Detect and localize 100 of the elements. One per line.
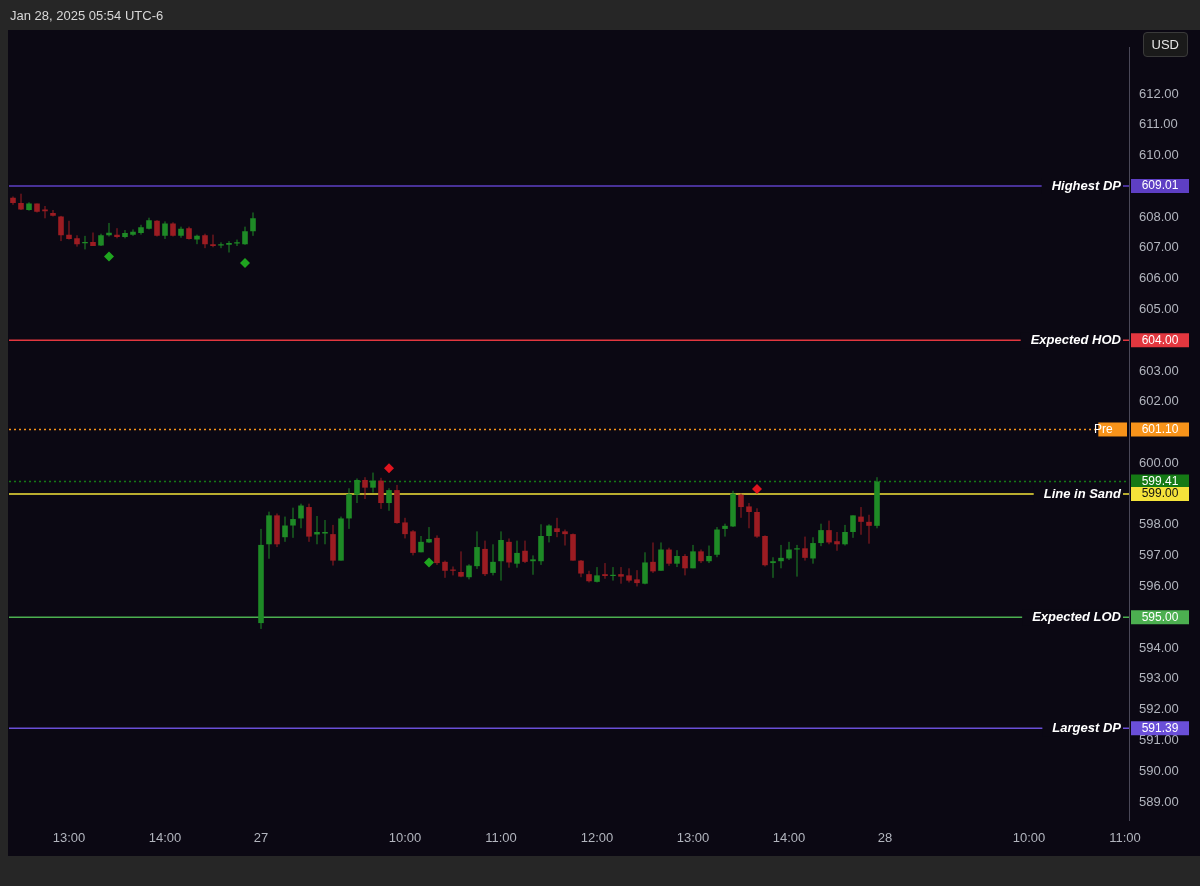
candlestick xyxy=(90,231,96,247)
candlestick xyxy=(650,541,656,574)
point xyxy=(752,483,762,494)
candlestick xyxy=(362,476,368,500)
candlestick xyxy=(802,536,808,562)
candlestick xyxy=(426,526,432,544)
candlestick xyxy=(546,523,552,543)
x-tick-label: 27 xyxy=(253,829,269,845)
y-tick-label: 596.00 xyxy=(1139,578,1179,594)
candlestick xyxy=(826,520,832,545)
y-tick-label: 603.00 xyxy=(1139,362,1179,378)
candlestick xyxy=(530,554,536,576)
y-tick-label: 598.00 xyxy=(1139,516,1179,532)
candlestick xyxy=(250,211,256,237)
candlestick xyxy=(834,531,840,552)
candlestick xyxy=(18,193,24,211)
candlestick xyxy=(210,234,216,248)
candlestick xyxy=(66,220,72,241)
text: USD xyxy=(1142,32,1188,57)
candlestick xyxy=(786,541,792,561)
candlestick xyxy=(506,537,512,569)
candlestick xyxy=(674,549,680,568)
candlestick xyxy=(842,524,848,547)
ref-line-label: Line in Sand xyxy=(1043,485,1123,501)
y-tick-label: 605.00 xyxy=(1139,301,1179,317)
candlestick xyxy=(618,566,624,585)
candlestick xyxy=(642,551,648,585)
candlestick xyxy=(58,215,64,242)
ref-line-label: Largest DP xyxy=(1052,719,1122,735)
y-tick-label: 610.00 xyxy=(1139,147,1179,163)
candlestick xyxy=(402,517,408,539)
candlestick xyxy=(322,519,328,545)
candlestick xyxy=(130,228,136,237)
x-tick-label: 28 xyxy=(877,829,893,845)
point xyxy=(424,557,434,568)
candlestick xyxy=(634,569,640,587)
text: 595.00 xyxy=(1141,609,1179,624)
candlestick xyxy=(594,566,600,583)
x-tick-label: 11:00 xyxy=(1109,829,1141,845)
chart-title: Jan 28, 2025 05:54 UTC-6 xyxy=(10,8,164,23)
x-tick-label: 13:00 xyxy=(52,829,86,845)
x-tick-label: 11:00 xyxy=(485,829,517,845)
point xyxy=(104,251,114,262)
candlestick xyxy=(794,544,800,578)
candlestick xyxy=(194,234,200,245)
candlestick xyxy=(658,541,664,572)
candlestick xyxy=(354,477,360,504)
candlestick xyxy=(74,234,80,248)
y-tick-label: 612.00 xyxy=(1139,85,1179,101)
candlestick xyxy=(282,516,288,543)
candlestick xyxy=(706,545,712,564)
candlestick xyxy=(490,543,496,576)
y-tick-label: 607.00 xyxy=(1139,239,1179,255)
x-tick-label: 10:00 xyxy=(388,829,422,845)
candlestick xyxy=(378,477,384,510)
candlestick xyxy=(666,547,672,567)
candlestick xyxy=(770,556,776,579)
x-tick-label: 13:00 xyxy=(676,829,710,845)
candlestick xyxy=(778,544,784,569)
text: 601.10 xyxy=(1141,421,1179,436)
y-tick-label: 611.00 xyxy=(1139,116,1178,132)
text: 599.41 xyxy=(1141,473,1179,488)
y-tick-label: 606.00 xyxy=(1139,270,1179,286)
candlestick xyxy=(682,553,688,576)
candlestick xyxy=(850,514,856,539)
candlestick xyxy=(442,560,448,579)
candlestick xyxy=(10,195,16,206)
candlestick xyxy=(410,529,416,556)
candlestick xyxy=(298,503,304,529)
candlestick xyxy=(370,472,376,494)
text: 609.01 xyxy=(1141,178,1179,193)
candlestick xyxy=(858,506,864,536)
y-tick-label: 602.00 xyxy=(1139,393,1179,409)
candlestick xyxy=(122,229,128,239)
candlestick xyxy=(42,205,48,219)
candlestick xyxy=(514,540,520,569)
candlestick xyxy=(50,209,56,217)
y-tick-label: 590.00 xyxy=(1139,762,1179,778)
y-tick-label: 589.00 xyxy=(1139,793,1179,809)
candlestick xyxy=(522,540,528,564)
candlestick xyxy=(290,507,296,539)
x-tick-label: 10:00 xyxy=(1012,829,1046,845)
y-tick-label: 592.00 xyxy=(1139,701,1179,717)
y-tick-label: 594.00 xyxy=(1139,639,1179,655)
candlestick xyxy=(626,567,632,583)
x-tick-label: 14:00 xyxy=(148,829,182,845)
point xyxy=(384,463,394,474)
ref-line-label: Expected LOD xyxy=(1032,608,1122,624)
text: 599.00 xyxy=(1141,486,1179,501)
candlestick xyxy=(562,529,568,547)
candlestick xyxy=(866,514,872,545)
candlestick xyxy=(498,530,504,582)
candlestick xyxy=(738,493,744,519)
candlestick xyxy=(746,502,752,529)
y-tick-label: 600.00 xyxy=(1139,454,1179,470)
candlestick xyxy=(234,239,240,247)
candlestick xyxy=(554,517,560,538)
x-tick-label: 14:00 xyxy=(772,829,806,845)
x-tick-label: 12:00 xyxy=(580,829,614,845)
ref-line-label: Highest DP xyxy=(1051,177,1122,193)
